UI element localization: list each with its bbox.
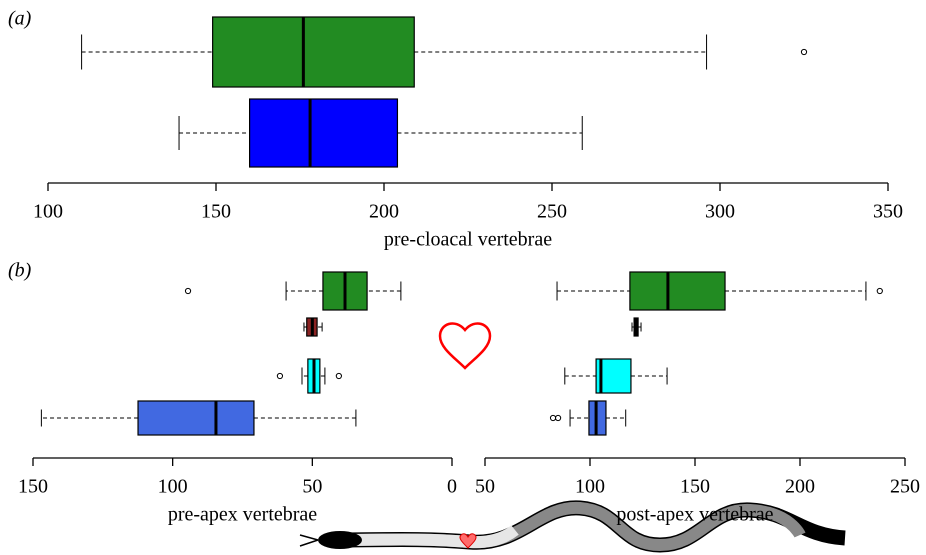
- x-tick-label: 50: [475, 476, 495, 498]
- outlier: [550, 415, 555, 420]
- x-axis-label: post-apex vertebrae: [616, 504, 773, 526]
- box: [213, 17, 415, 87]
- x-tick-label: 250: [890, 476, 920, 498]
- x-tick-label: 50: [302, 476, 322, 498]
- figure: (a) 100 150 200 250 300 350 pre-cloacal vertebr…: [0, 0, 926, 555]
- x-tick-label: 150: [201, 201, 231, 223]
- x-tick-label: 200: [785, 476, 815, 498]
- outlier: [877, 288, 882, 293]
- page: {"chart_data": [ {"type": "box", "panel_…: [0, 0, 926, 555]
- heart: [440, 323, 490, 368]
- x-axis-label: pre-cloacal vertebrae: [384, 229, 552, 251]
- panel-label: (a): [8, 8, 32, 30]
- x-tick-label: 200: [369, 201, 399, 223]
- outlier: [336, 373, 341, 378]
- x-axis-label: pre-apex vertebrae: [168, 504, 317, 526]
- panel-label: (b): [8, 260, 32, 282]
- x-tick-label: 150: [680, 476, 710, 498]
- outlier: [555, 415, 560, 420]
- box: [250, 99, 398, 167]
- x-tick-label: 350: [873, 201, 903, 223]
- x-tick-label: 300: [705, 201, 735, 223]
- box: [630, 272, 725, 310]
- x-tick-label: 250: [537, 201, 567, 223]
- outlier: [277, 373, 282, 378]
- x-tick-label: 100: [158, 476, 188, 498]
- outlier: [185, 288, 190, 293]
- x-tick-label: 0: [447, 476, 457, 498]
- outlier: [801, 49, 806, 54]
- box: [138, 401, 254, 435]
- x-tick-label: 100: [575, 476, 605, 498]
- x-tick-label: 100: [33, 201, 63, 223]
- x-tick-label: 150: [18, 476, 48, 498]
